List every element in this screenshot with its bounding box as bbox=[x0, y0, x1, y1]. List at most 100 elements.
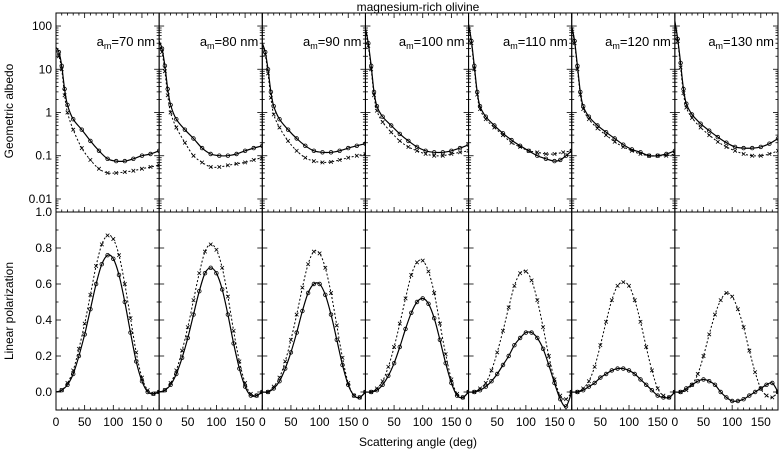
panel-label-base: a bbox=[200, 34, 208, 49]
albedo-dashed-point bbox=[159, 49, 165, 55]
albedo-dashed-point bbox=[578, 92, 583, 97]
x-tick-label: 100 bbox=[516, 415, 536, 429]
x-tick-label: 150 bbox=[751, 415, 771, 429]
albedo-dashed-point bbox=[775, 148, 778, 153]
panel-label-rest: =90 nm bbox=[318, 34, 362, 49]
albedo-dashed-point bbox=[715, 139, 720, 144]
panel-label-base: a bbox=[97, 34, 105, 49]
polarization-solid-point bbox=[540, 346, 546, 351]
albedo-plot bbox=[262, 43, 366, 165]
albedo-dashed-point bbox=[369, 67, 374, 72]
panel-label-sub: m bbox=[207, 41, 215, 51]
polarization-solid-point bbox=[678, 389, 683, 395]
polarization-solid-point bbox=[718, 389, 723, 395]
polarization-dashed-point bbox=[151, 391, 156, 396]
albedo-dashed-point bbox=[543, 151, 549, 157]
albedo-solid-point bbox=[457, 145, 463, 151]
polarization-solid-point bbox=[214, 271, 219, 276]
panel-label-sub: m bbox=[310, 41, 318, 51]
polarization-solid-point bbox=[535, 335, 540, 341]
y-tick-label-albedo: 0.01 bbox=[29, 192, 53, 206]
polarization-solid-point bbox=[328, 312, 334, 317]
albedo-dashed-point bbox=[675, 38, 680, 44]
polarization-solid-point bbox=[529, 330, 534, 335]
x-tick-label: 50 bbox=[697, 415, 711, 429]
albedo-dashed-point bbox=[472, 67, 477, 72]
albedo-dashed-point bbox=[65, 110, 70, 115]
x-tick-label: 50 bbox=[387, 415, 401, 429]
albedo-dashed-point bbox=[225, 163, 230, 168]
x-tick-label: 100 bbox=[310, 415, 330, 429]
polarization-dashed-point bbox=[116, 253, 122, 258]
panel-label: am=80 nm bbox=[200, 34, 258, 51]
polarization-solid-line bbox=[468, 331, 572, 408]
albedo-solid-point bbox=[775, 136, 778, 141]
panel-label-rest: =100 nm bbox=[414, 34, 465, 49]
x-tick-label: 50 bbox=[181, 415, 195, 429]
albedo-dashed-line bbox=[159, 43, 263, 168]
polarization-solid-point bbox=[116, 272, 122, 278]
panel-label: am=70 nm bbox=[97, 34, 155, 51]
albedo-dashed-point bbox=[337, 157, 342, 163]
panel-label-base: a bbox=[708, 34, 716, 49]
y-axis-label-top: Geometric albedo bbox=[2, 63, 16, 158]
polarization-dashed-point bbox=[563, 397, 569, 402]
polarization-frame bbox=[571, 211, 676, 411]
polarization-dashed-point bbox=[185, 325, 190, 330]
albedo-solid-point bbox=[328, 150, 334, 155]
panel-label-rest: =110 nm bbox=[518, 34, 568, 49]
polarization-dashed-point bbox=[99, 242, 104, 247]
panel-grid: 0 50 100 150 0.01 0.1 1 10 100 0.0 0.2 0.4 0.6 0.8 1.0… bbox=[29, 12, 779, 429]
albedo-dashed-point bbox=[88, 157, 93, 163]
y-tick-label-polarization: 0.2 bbox=[35, 349, 52, 363]
albedo-dashed-point bbox=[595, 126, 600, 131]
polarization-solid-line bbox=[365, 297, 469, 399]
albedo-dashed-point bbox=[646, 153, 652, 158]
polarization-dashed-point bbox=[179, 348, 185, 353]
panel-label-sub: m bbox=[406, 41, 414, 51]
polarization-dashed-point bbox=[283, 359, 288, 364]
polarization-dashed-point bbox=[65, 380, 70, 386]
y-tick-label-albedo: 0.1 bbox=[35, 149, 52, 163]
polarization-dashed-point bbox=[225, 294, 230, 299]
albedo-solid-point bbox=[79, 127, 84, 132]
polarization-dashed-point bbox=[661, 393, 666, 398]
albedo-dashed-point bbox=[621, 144, 626, 149]
polarization-dashed-point bbox=[540, 325, 546, 330]
polarization-solid-point bbox=[500, 362, 506, 368]
polarization-dashed-point bbox=[741, 325, 746, 330]
polarization-dashed-point bbox=[443, 352, 448, 357]
albedo-dashed-point bbox=[440, 153, 445, 158]
albedo-solid-point bbox=[612, 136, 617, 141]
albedo-solid-point bbox=[477, 103, 483, 109]
polarization-frame bbox=[158, 211, 263, 411]
polarization-solid-point bbox=[615, 366, 620, 371]
albedo-dashed-point bbox=[168, 110, 173, 115]
polarization-dashed-point bbox=[775, 389, 778, 395]
albedo-dashed-point bbox=[500, 133, 506, 138]
albedo-dashed-point bbox=[96, 166, 102, 171]
polarization-dashed-point bbox=[94, 263, 99, 269]
polarization-solid-point bbox=[449, 380, 454, 386]
polarization-dashed-point bbox=[357, 395, 362, 400]
y-tick-label-polarization: 1.0 bbox=[35, 205, 52, 219]
polarization-dashed-point bbox=[460, 395, 465, 400]
polarization-solid-point bbox=[208, 265, 213, 270]
polarization-solid-point bbox=[351, 393, 357, 398]
polarization-solid-point bbox=[386, 373, 391, 378]
x-tick-label: 100 bbox=[722, 415, 742, 429]
albedo-solid-point bbox=[655, 153, 660, 158]
polarization-solid-point bbox=[202, 271, 208, 276]
polarization-dashed-point bbox=[552, 377, 557, 382]
polarization-solid-line bbox=[262, 282, 366, 399]
albedo-dashed-point bbox=[162, 69, 167, 74]
polarization-dashed-line bbox=[674, 292, 778, 399]
albedo-solid-point bbox=[558, 157, 563, 163]
albedo-solid-point bbox=[678, 60, 683, 66]
polarization-solid-point bbox=[231, 341, 236, 346]
polarization-dashed-point bbox=[632, 298, 637, 303]
polarization-dashed-point bbox=[638, 319, 643, 324]
x-axis-label: Scattering angle (deg) bbox=[359, 435, 477, 449]
albedo-dashed-point bbox=[182, 140, 188, 145]
polarization-solid-point bbox=[747, 393, 752, 398]
